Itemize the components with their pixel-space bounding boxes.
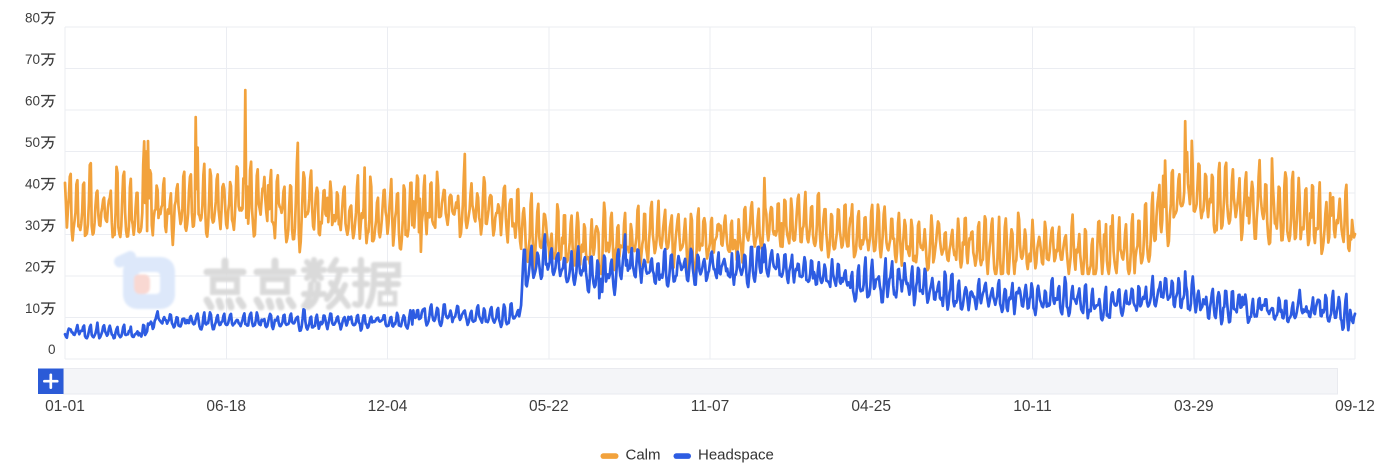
svg-text:70: 70 bbox=[25, 52, 40, 67]
svg-text:09-12: 09-12 bbox=[1335, 398, 1375, 415]
svg-text:06-18: 06-18 bbox=[206, 398, 246, 415]
svg-text:60: 60 bbox=[25, 93, 40, 108]
svg-text:Calm: Calm bbox=[626, 447, 661, 464]
svg-text:03-29: 03-29 bbox=[1174, 398, 1214, 415]
svg-text:05-22: 05-22 bbox=[529, 398, 569, 415]
svg-text:80: 80 bbox=[25, 10, 40, 25]
svg-text:40: 40 bbox=[25, 176, 40, 191]
svg-text:11-07: 11-07 bbox=[691, 398, 730, 415]
svg-text:10: 10 bbox=[25, 301, 40, 316]
svg-text:50: 50 bbox=[25, 135, 40, 150]
svg-text:04-25: 04-25 bbox=[851, 398, 891, 415]
svg-text:30: 30 bbox=[25, 218, 40, 233]
svg-text:20: 20 bbox=[25, 259, 40, 274]
svg-text:12-04: 12-04 bbox=[368, 398, 408, 415]
svg-text:01-01: 01-01 bbox=[45, 398, 85, 415]
svg-text:0: 0 bbox=[48, 342, 56, 357]
svg-text:10-11: 10-11 bbox=[1013, 398, 1052, 415]
svg-text:Headspace: Headspace bbox=[698, 447, 774, 464]
